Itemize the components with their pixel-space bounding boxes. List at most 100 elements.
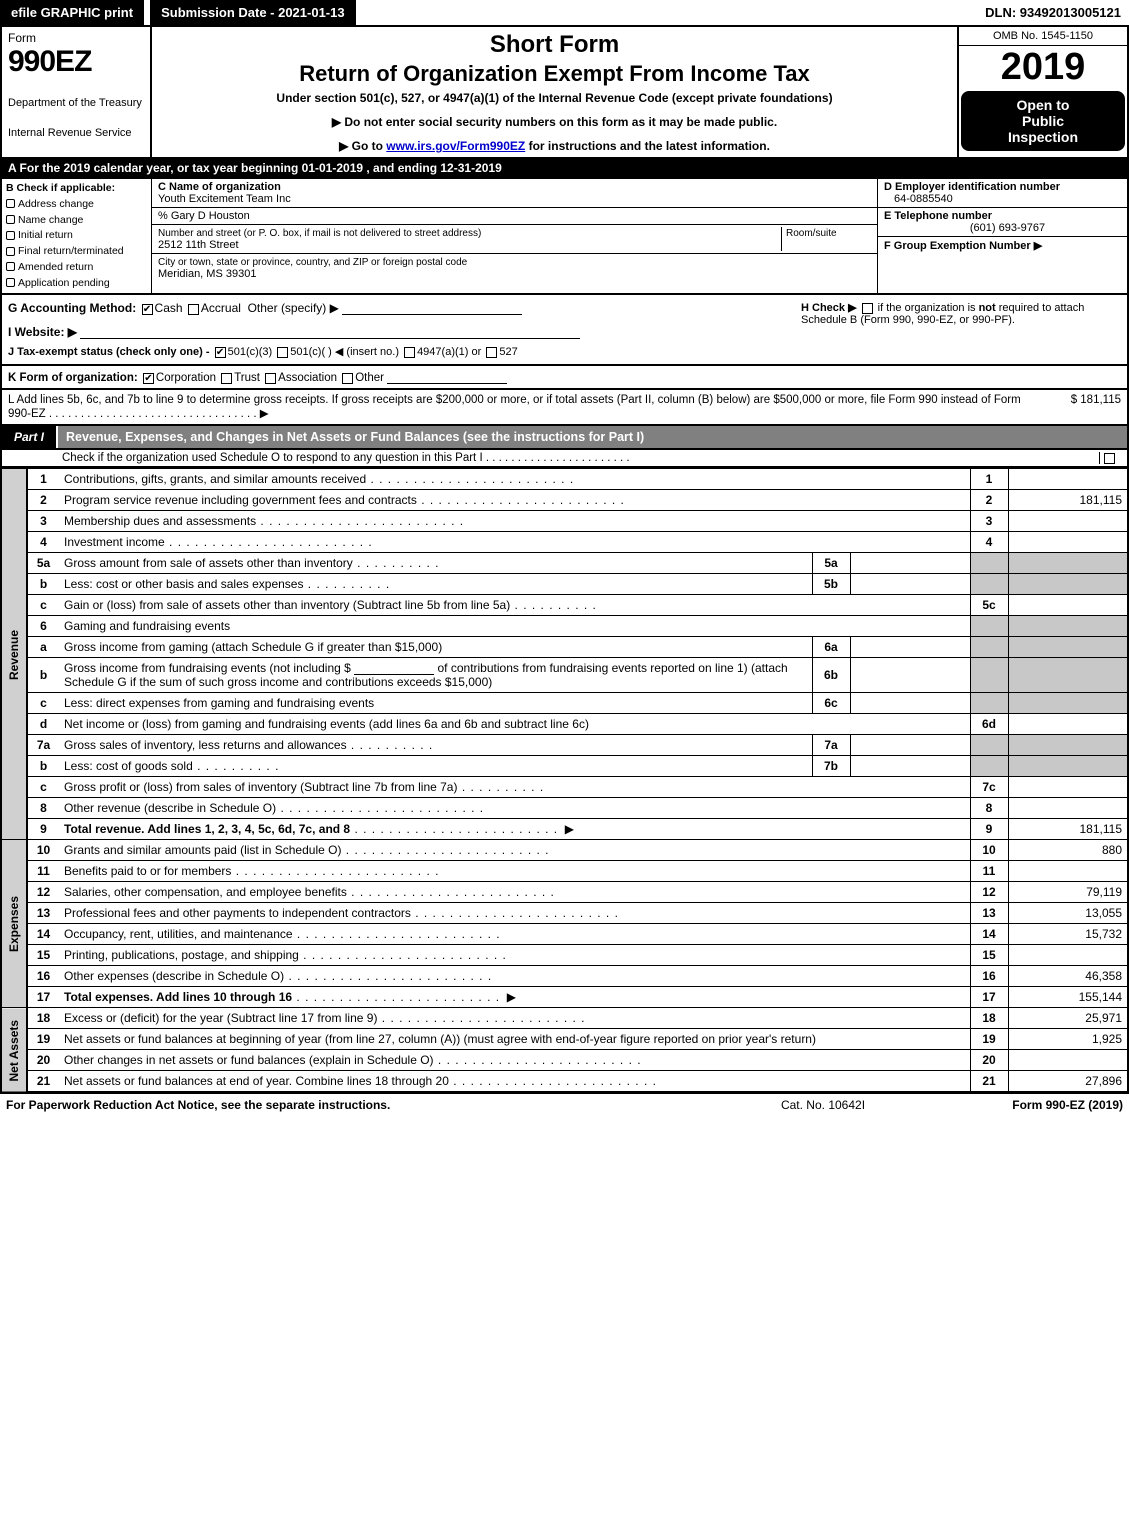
cb-accrual[interactable] <box>188 304 199 315</box>
line-20-num: 20 <box>27 1050 59 1071</box>
line-5a-rtnum <box>970 553 1008 574</box>
line-7a-rtval <box>1008 735 1128 756</box>
col-d-ein-phone: D Employer identification number 64-0885… <box>877 179 1127 293</box>
org-name: Youth Excitement Team Inc <box>158 193 291 205</box>
line-20-rtnum: 20 <box>970 1050 1008 1071</box>
cb-other-org[interactable] <box>342 373 353 384</box>
line-7b-boxnum: 7b <box>812 756 850 777</box>
line-19-rtnum: 19 <box>970 1029 1008 1050</box>
line-15-num: 15 <box>27 945 59 966</box>
open-line-2: Public <box>965 113 1121 129</box>
4947-label: 4947(a)(1) or <box>417 346 481 358</box>
cb-amended-return[interactable]: Amended return <box>6 260 147 276</box>
line-17-num: 17 <box>27 987 59 1008</box>
line-13-rtnum: 13 <box>970 903 1008 924</box>
part-1-tab: Part I <box>2 426 58 448</box>
cb-association[interactable] <box>265 373 276 384</box>
cb-527[interactable] <box>486 347 497 358</box>
i-website: I Website: ▶ <box>8 325 801 339</box>
line-3-rtnum: 3 <box>970 511 1008 532</box>
form-number: 990EZ <box>8 45 144 79</box>
cash-label: Cash <box>155 301 183 315</box>
line-15-desc: Printing, publications, postage, and shi… <box>59 945 970 966</box>
header-center: Short Form Return of Organization Exempt… <box>152 27 957 157</box>
line-9-num: 9 <box>27 819 59 840</box>
website-field[interactable] <box>80 325 580 339</box>
line-7c-desc: Gross profit or (loss) from sales of inv… <box>59 777 970 798</box>
cb-trust[interactable] <box>221 373 232 384</box>
city-value: Meridian, MS 39301 <box>158 268 256 280</box>
line-8-num: 8 <box>27 798 59 819</box>
cb-application-pending[interactable]: Application pending <box>6 276 147 292</box>
line-18-num: 18 <box>27 1008 59 1029</box>
other-org-field[interactable] <box>387 370 507 384</box>
line-6c-rtnum <box>970 693 1008 714</box>
dept-treasury: Department of the Treasury <box>8 97 144 109</box>
cb-cash[interactable] <box>142 304 153 315</box>
line-5b-num: b <box>27 574 59 595</box>
ein-value: 64-0885540 <box>884 193 953 205</box>
line-7a-rtnum <box>970 735 1008 756</box>
line-16-num: 16 <box>27 966 59 987</box>
cb-address-change[interactable]: Address change <box>6 197 147 213</box>
cb-schedule-b[interactable] <box>862 303 873 314</box>
line-6a-num: a <box>27 637 59 658</box>
line-11-desc: Benefits paid to or for members <box>59 861 970 882</box>
line-9-desc: Total revenue. Add lines 1, 2, 3, 4, 5c,… <box>59 819 970 840</box>
line-5b-boxval <box>850 574 970 595</box>
ghij-block: G Accounting Method: Cash Accrual Other … <box>0 295 1129 366</box>
line-19-val: 1,925 <box>1008 1029 1128 1050</box>
line-12-val: 79,119 <box>1008 882 1128 903</box>
f-label: F Group Exemption Number ▶ <box>884 240 1042 252</box>
line-6a-rtnum <box>970 637 1008 658</box>
line-6c-boxnum: 6c <box>812 693 850 714</box>
line-7a-boxval <box>850 735 970 756</box>
open-line-3: Inspection <box>965 129 1121 145</box>
line-11-rtnum: 11 <box>970 861 1008 882</box>
irs-link[interactable]: www.irs.gov/Form990EZ <box>386 139 525 153</box>
cb-name-change[interactable]: Name change <box>6 213 147 229</box>
efile-print-button[interactable]: efile GRAPHIC print <box>0 0 144 25</box>
h-text-1: if the organization is <box>878 302 979 314</box>
line-10-val: 880 <box>1008 840 1128 861</box>
line-1-val <box>1008 469 1128 490</box>
no-ssn-note: ▶ Do not enter social security numbers o… <box>160 115 949 129</box>
line-5a-boxnum: 5a <box>812 553 850 574</box>
line-6d-num: d <box>27 714 59 735</box>
h-schedule-b: H Check ▶ if the organization is not req… <box>801 301 1121 358</box>
cb-corporation[interactable] <box>143 373 154 384</box>
line-7c-num: c <box>27 777 59 798</box>
accrual-label: Accrual <box>201 301 241 315</box>
line-6-rtval <box>1008 616 1128 637</box>
dln-label: DLN: 93492013005121 <box>977 1 1129 24</box>
501c3-label: 501(c)(3) <box>228 346 273 358</box>
city-row: City or town, state or province, country… <box>152 254 877 282</box>
l-text: L Add lines 5b, 6c, and 7b to line 9 to … <box>8 394 1021 420</box>
line-4-num: 4 <box>27 532 59 553</box>
line-17-desc: Total expenses. Add lines 10 through 16 … <box>59 987 970 1008</box>
line-17-rtnum: 17 <box>970 987 1008 1008</box>
line-21-num: 21 <box>27 1071 59 1093</box>
footer-form-num: 990-EZ <box>1046 1098 1085 1112</box>
line-13-val: 13,055 <box>1008 903 1128 924</box>
part-1-sub: Check if the organization used Schedule … <box>0 450 1129 468</box>
goto-post: for instructions and the latest informat… <box>525 139 770 153</box>
netassets-section-label: Net Assets <box>1 1008 27 1093</box>
cb-final-return[interactable]: Final return/terminated <box>6 244 147 260</box>
cb-4947[interactable] <box>404 347 415 358</box>
line-19-desc: Net assets or fund balances at beginning… <box>59 1029 970 1050</box>
line-2-val: 181,115 <box>1008 490 1128 511</box>
line-4-rtnum: 4 <box>970 532 1008 553</box>
cb-initial-return[interactable]: Initial return <box>6 228 147 244</box>
cb-501c3[interactable] <box>215 347 226 358</box>
phone-value: (601) 693-9767 <box>884 222 1121 234</box>
line-2-desc: Program service revenue including govern… <box>59 490 970 511</box>
line-6a-boxnum: 6a <box>812 637 850 658</box>
part-1-schedule-o-checkbox[interactable] <box>1099 452 1119 464</box>
cb-501c[interactable] <box>277 347 288 358</box>
k-label: K Form of organization: <box>8 372 138 384</box>
h-label: H Check ▶ <box>801 302 857 314</box>
other-specify-field[interactable] <box>342 301 522 315</box>
form-word: Form <box>8 31 144 45</box>
line-6b-amount-field[interactable] <box>354 661 434 675</box>
